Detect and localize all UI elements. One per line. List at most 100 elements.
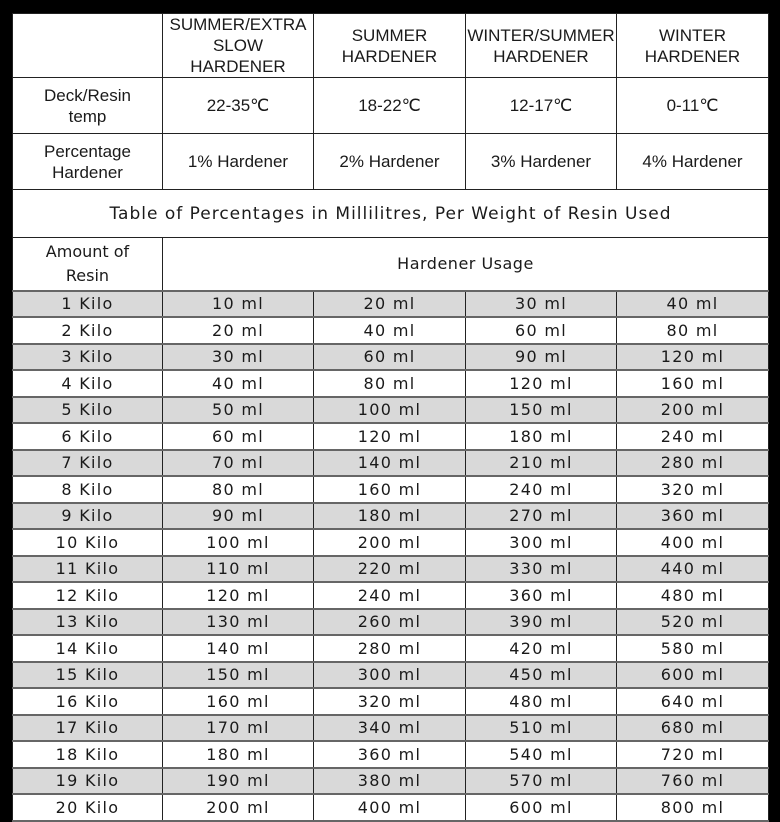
amount-cell: 8 Kilo bbox=[12, 475, 163, 504]
usage-cell: 20 ml bbox=[313, 289, 466, 318]
table-row: 7 Kilo 70 ml 140 ml 210 ml 280 ml bbox=[12, 448, 769, 477]
usage-cell: 540 ml bbox=[465, 740, 617, 769]
usage-cell: 400 ml bbox=[313, 793, 466, 822]
amount-cell: 14 Kilo bbox=[12, 634, 163, 663]
table-row: 9 Kilo 90 ml 180 ml 270 ml 360 ml bbox=[12, 501, 769, 530]
usage-cell: 150 ml bbox=[162, 660, 314, 689]
table-row: 17 Kilo 170 ml 340 ml 510 ml 680 ml bbox=[12, 713, 769, 742]
amount-cell: 16 Kilo bbox=[12, 687, 163, 716]
usage-cell: 680 ml bbox=[616, 713, 769, 742]
usage-cell: 510 ml bbox=[465, 713, 617, 742]
hardener-table: SUMMER/EXTRA SLOW HARDENER SUMMER HARDENER… bbox=[12, 13, 769, 822]
usage-cell: 60 ml bbox=[465, 316, 617, 345]
temp-cell: 0-11℃ bbox=[616, 77, 769, 134]
column-header-line: WINTER/SUMMER bbox=[467, 25, 615, 45]
table-row: 19 Kilo 190 ml 380 ml 570 ml 760 ml bbox=[12, 766, 769, 795]
usage-cell: 160 ml bbox=[162, 687, 314, 716]
usage-cell: 520 ml bbox=[616, 607, 769, 636]
table-row: 8 Kilo 80 ml 160 ml 240 ml 320 ml bbox=[12, 475, 769, 504]
usage-cell: 240 ml bbox=[313, 581, 466, 610]
table-row: 1 Kilo 10 ml 20 ml 30 ml 40 ml bbox=[12, 289, 769, 318]
column-header: WINTER/SUMMER HARDENER bbox=[465, 13, 617, 78]
temp-cell: 18-22℃ bbox=[313, 77, 466, 134]
usage-cell: 210 ml bbox=[465, 448, 617, 477]
usage-cell: 640 ml bbox=[616, 687, 769, 716]
amount-cell: 10 Kilo bbox=[12, 528, 163, 557]
usage-cell: 120 ml bbox=[162, 581, 314, 610]
usage-cell: 260 ml bbox=[313, 607, 466, 636]
temp-cell: 22-35℃ bbox=[162, 77, 314, 134]
usage-cell: 80 ml bbox=[313, 369, 466, 398]
usage-cell: 20 ml bbox=[162, 316, 314, 345]
row-label-line: Percentage bbox=[44, 141, 131, 161]
column-header-line: HARDENER bbox=[493, 46, 589, 66]
usage-cell: 200 ml bbox=[313, 528, 466, 557]
usage-cell: 800 ml bbox=[616, 793, 769, 822]
usage-cell: 40 ml bbox=[313, 316, 466, 345]
usage-cell: 160 ml bbox=[616, 369, 769, 398]
empty-corner-cell bbox=[12, 13, 163, 78]
table-row: 12 Kilo 120 ml 240 ml 360 ml 480 ml bbox=[12, 581, 769, 610]
usage-cell: 360 ml bbox=[616, 501, 769, 530]
usage-cell: 760 ml bbox=[616, 766, 769, 795]
usage-cell: 130 ml bbox=[162, 607, 314, 636]
usage-cell: 90 ml bbox=[465, 342, 617, 371]
usage-cell: 280 ml bbox=[313, 634, 466, 663]
usage-cell: 140 ml bbox=[313, 448, 466, 477]
percentage-cell: 3% Hardener bbox=[465, 133, 617, 190]
usage-cell: 70 ml bbox=[162, 448, 314, 477]
amount-header-row: Amount of Resin Hardener Usage bbox=[12, 237, 769, 291]
usage-cell: 140 ml bbox=[162, 634, 314, 663]
column-header-line: SUMMER bbox=[351, 25, 428, 45]
amount-cell: 2 Kilo bbox=[12, 316, 163, 345]
percentage-cell: 2% Hardener bbox=[313, 133, 466, 190]
usage-cell: 150 ml bbox=[465, 395, 617, 424]
column-header: SUMMER HARDENER bbox=[313, 13, 466, 78]
table-row: 6 Kilo 60 ml 120 ml 180 ml 240 ml bbox=[12, 422, 769, 451]
usage-cell: 600 ml bbox=[465, 793, 617, 822]
usage-cell: 120 ml bbox=[465, 369, 617, 398]
column-header: SUMMER/EXTRA SLOW HARDENER bbox=[162, 13, 314, 78]
table-row: 16 Kilo 160 ml 320 ml 480 ml 640 ml bbox=[12, 687, 769, 716]
usage-cell: 390 ml bbox=[465, 607, 617, 636]
column-header-line: SUMMER/EXTRA bbox=[169, 15, 307, 34]
amount-header: Amount of Resin bbox=[12, 237, 163, 291]
usage-cell: 340 ml bbox=[313, 713, 466, 742]
usage-cell: 240 ml bbox=[616, 422, 769, 451]
amount-cell: 17 Kilo bbox=[12, 713, 163, 742]
amount-cell: 4 Kilo bbox=[12, 369, 163, 398]
usage-cell: 220 ml bbox=[313, 554, 466, 583]
column-header-line: HARDENER bbox=[341, 46, 438, 66]
usage-cell: 40 ml bbox=[616, 289, 769, 318]
row-label: Deck/Resin temp bbox=[12, 77, 163, 134]
temp-cell: 12-17℃ bbox=[465, 77, 617, 134]
percentage-row: Percentage Hardener 1% Hardener 2% Harden… bbox=[12, 133, 769, 190]
usage-cell: 320 ml bbox=[313, 687, 466, 716]
column-header-line: HARDENER bbox=[644, 46, 741, 66]
amount-cell: 7 Kilo bbox=[12, 448, 163, 477]
usage-cell: 120 ml bbox=[616, 342, 769, 371]
table-title: Table of Percentages in Millilitres, Per… bbox=[12, 189, 769, 238]
usage-cell: 200 ml bbox=[162, 793, 314, 822]
column-header-line: SLOW HARDENER bbox=[190, 36, 286, 76]
percentage-cell: 1% Hardener bbox=[162, 133, 314, 190]
amount-cell: 12 Kilo bbox=[12, 581, 163, 610]
usage-cell: 80 ml bbox=[616, 316, 769, 345]
usage-cell: 180 ml bbox=[313, 501, 466, 530]
usage-cell: 170 ml bbox=[162, 713, 314, 742]
usage-cell: 360 ml bbox=[313, 740, 466, 769]
table-row: 4 Kilo 40 ml 80 ml 120 ml 160 ml bbox=[12, 369, 769, 398]
usage-cell: 600 ml bbox=[616, 660, 769, 689]
hardener-type-header-row: SUMMER/EXTRA SLOW HARDENER SUMMER HARDENER… bbox=[12, 13, 769, 78]
usage-cell: 720 ml bbox=[616, 740, 769, 769]
usage-cell: 420 ml bbox=[465, 634, 617, 663]
usage-cell: 330 ml bbox=[465, 554, 617, 583]
usage-cell: 480 ml bbox=[616, 581, 769, 610]
usage-cell: 200 ml bbox=[616, 395, 769, 424]
usage-cell: 60 ml bbox=[313, 342, 466, 371]
row-label-line: Hardener bbox=[52, 162, 123, 182]
table-row: 20 Kilo 200 ml 400 ml 600 ml 800 ml bbox=[12, 793, 769, 822]
usage-cell: 380 ml bbox=[313, 766, 466, 795]
amount-cell: 15 Kilo bbox=[12, 660, 163, 689]
hardener-usage-header: Hardener Usage bbox=[162, 237, 769, 291]
